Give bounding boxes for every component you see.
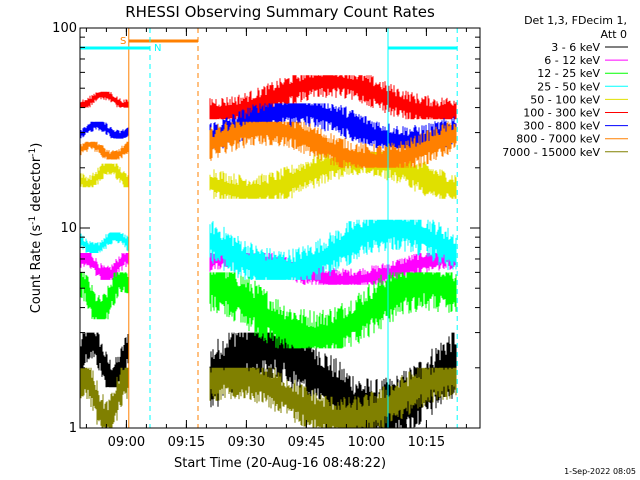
legend-label-3-6-kev: 3 - 6 keV: [551, 41, 600, 54]
plot-timestamp: 1-Sep-2022 08:05: [564, 467, 636, 476]
legend-label-50-100-kev: 50 - 100 keV: [530, 93, 600, 106]
legend-label-300-800-kev: 300 - 800 keV: [523, 120, 600, 133]
legend-label-7000-15000-kev: 7000 - 15000 keV: [502, 146, 600, 159]
legend-label-100-300-kev: 100 - 300 keV: [523, 107, 600, 120]
legend-label-12-25-kev: 12 - 25 keV: [537, 67, 600, 80]
y-axis-label-exp1: -1: [28, 216, 38, 225]
y-tick-label: 1: [69, 421, 77, 436]
series-100-300-kev-segment-2: [209, 75, 457, 120]
legend-header-line-1: Det 1,3, FDecim 1,: [524, 14, 627, 27]
x-tick-label: 09:45: [288, 435, 325, 450]
y-axis-label-close: ): [29, 143, 44, 148]
x-tick-label: 09:30: [228, 435, 265, 450]
y-axis-label-tail: detector: [29, 156, 44, 216]
series-layer: [79, 75, 457, 428]
x-tick-label: 10:15: [408, 435, 445, 450]
series-800-7000-kev-segment-2: [209, 121, 457, 168]
x-tick-label: 09:15: [168, 435, 205, 450]
legend-header-line-2: Att 0: [601, 28, 627, 41]
x-tick-label: 09:00: [108, 435, 145, 450]
legend-label-25-50-kev: 25 - 50 keV: [537, 80, 600, 93]
series-12-25-kev-segment-2: [209, 272, 457, 349]
series-25-50-kev-segment-2: [209, 219, 457, 280]
annotation-layer: SN: [80, 28, 458, 428]
y-axis-label-exp2: -1: [28, 148, 38, 157]
y-axis-label: Count Rate (s-1 detector-1): [28, 143, 44, 314]
saa-label: S: [120, 36, 126, 47]
legend-label-800-7000-kev: 800 - 7000 keV: [516, 133, 600, 146]
y-tick-label: 10: [60, 221, 77, 236]
x-tick-label: 10:00: [348, 435, 385, 450]
y-tick-label: 100: [52, 21, 77, 36]
night-label: N: [154, 43, 161, 54]
series-7000-15000-kev-segment-2: [209, 367, 457, 428]
legend-label-6-12-kev: 6 - 12 keV: [544, 54, 600, 67]
axis-ticks: 09:00 09:15 09:30 09:45 10:00 10:15 1 10 100: [52, 21, 480, 450]
y-axis-label-main: Count Rate (s: [29, 225, 44, 314]
x-axis-label: Start Time (20-Aug-16 08:48:22): [174, 456, 386, 471]
chart-title: RHESSI Observing Summary Count Rates: [125, 3, 435, 21]
